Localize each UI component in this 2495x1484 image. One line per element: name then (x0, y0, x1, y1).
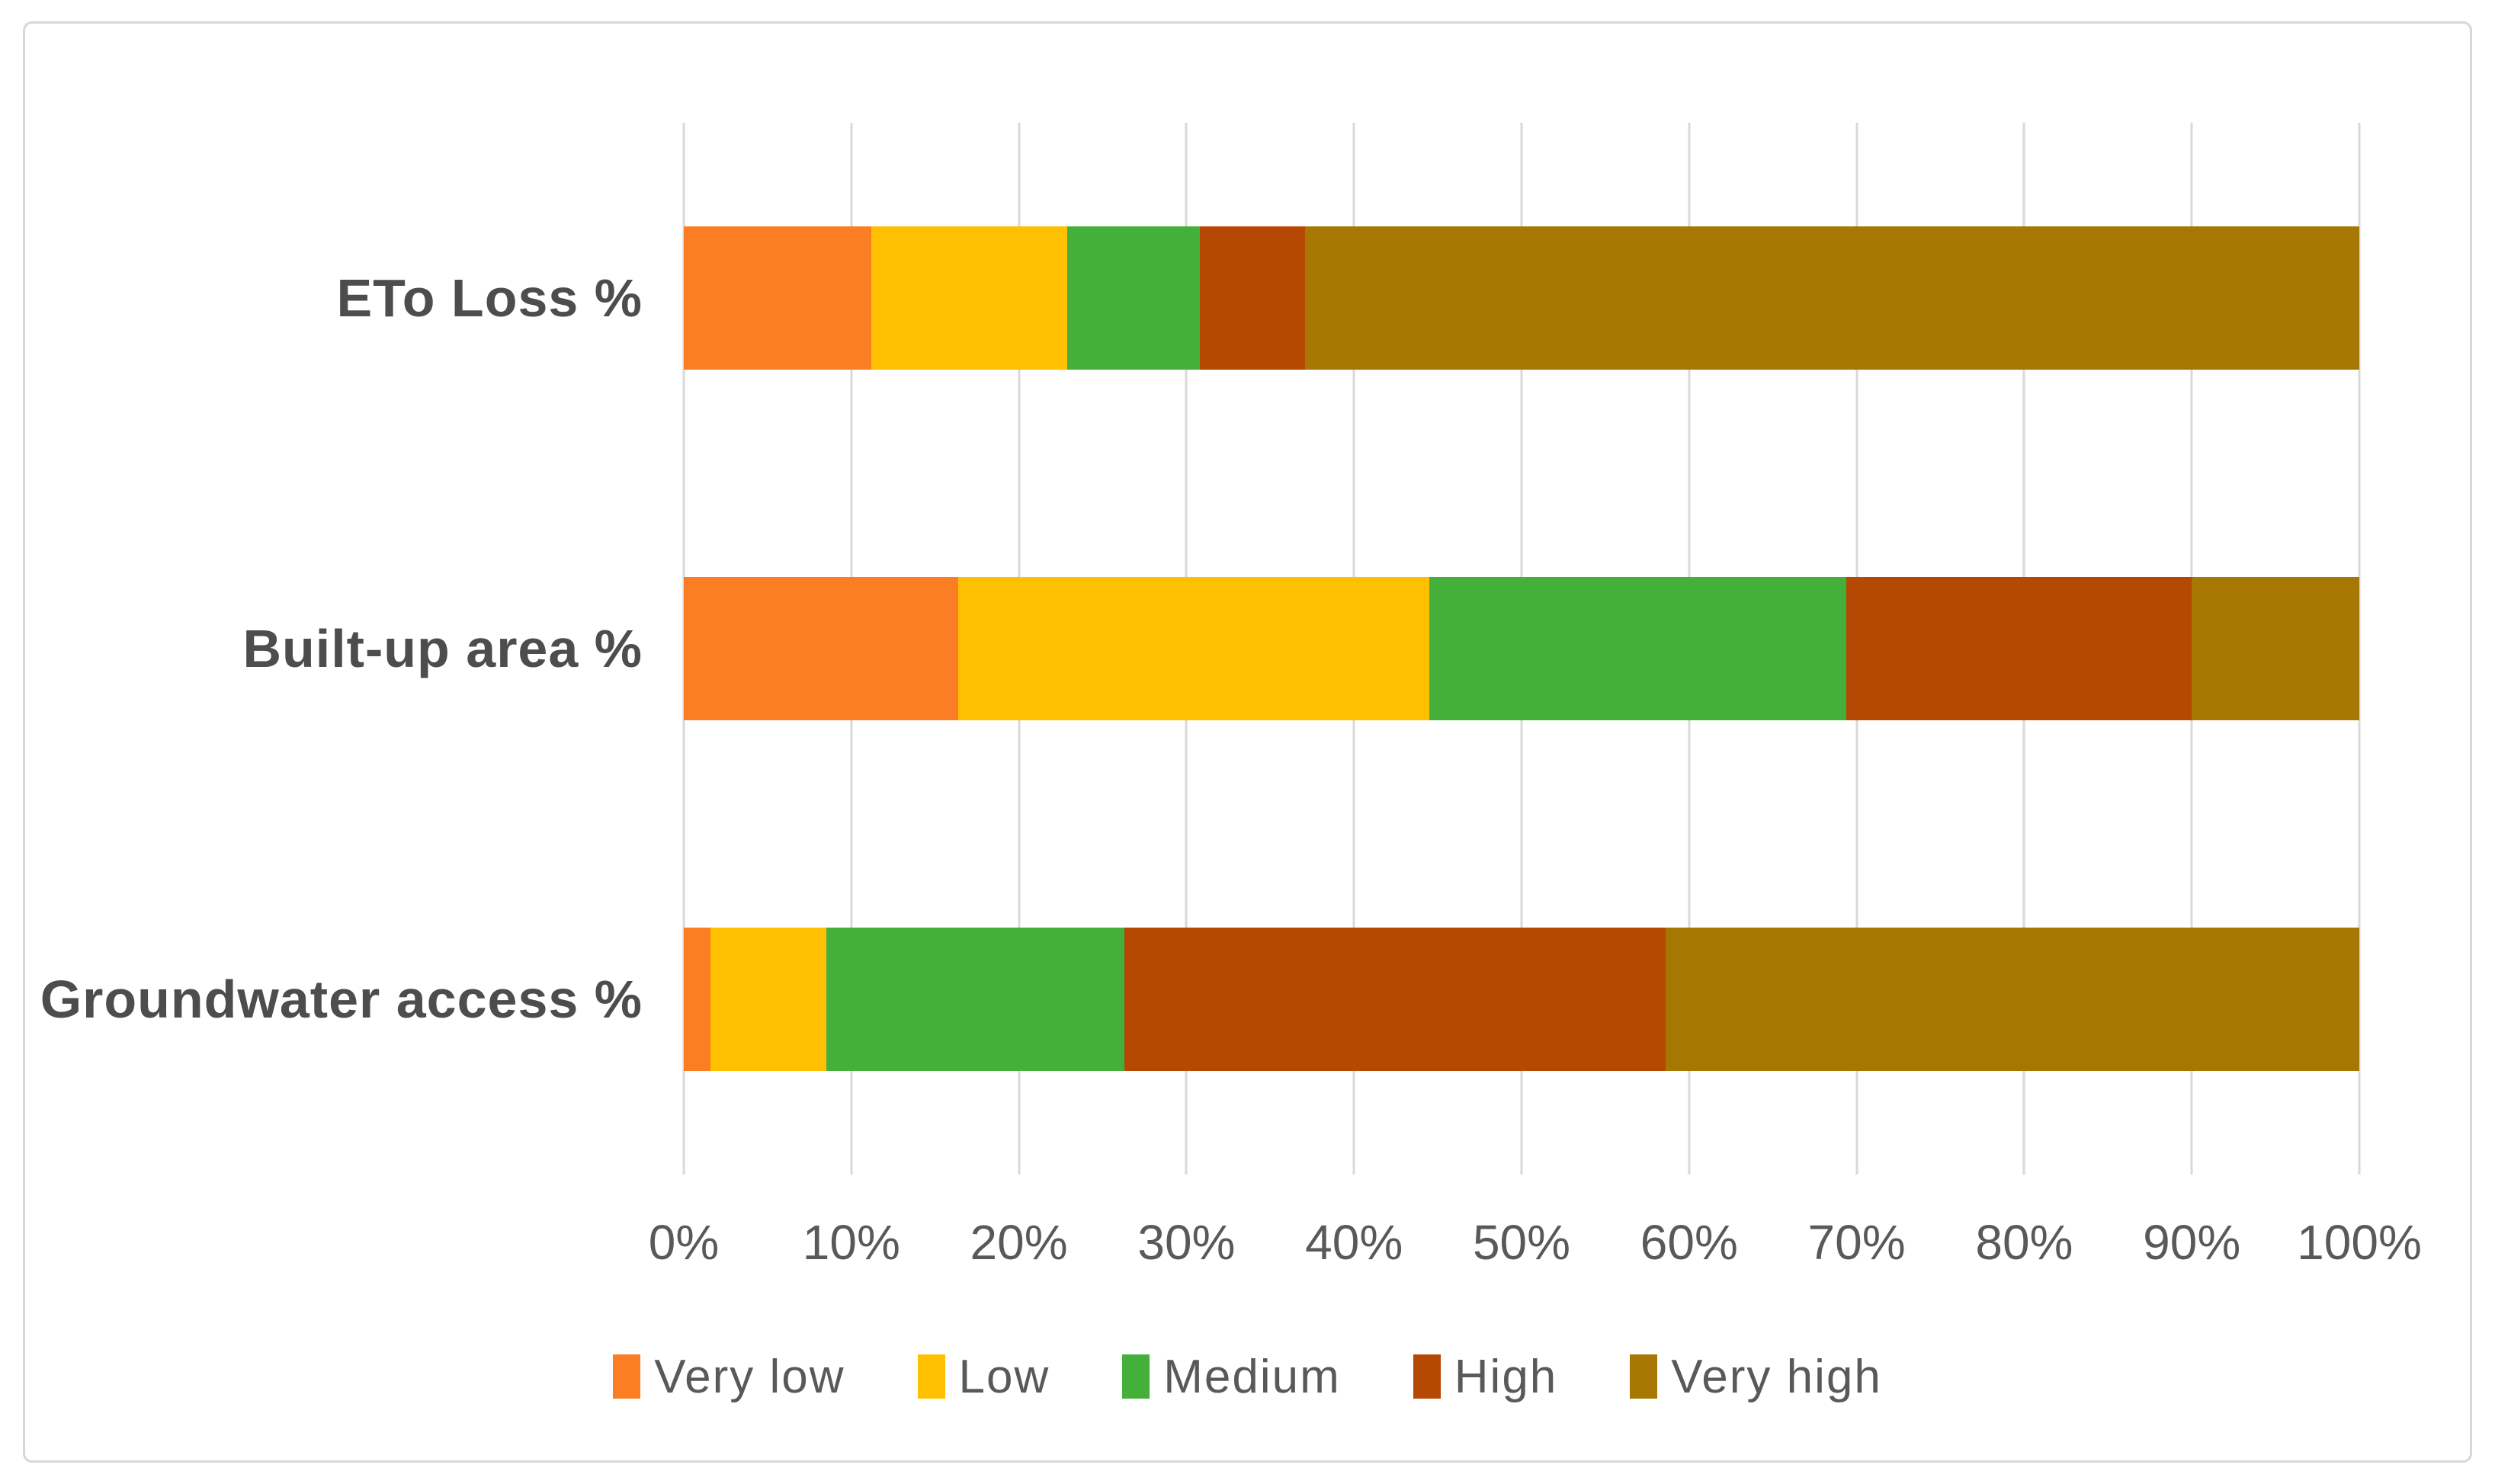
legend-label: Medium (1163, 1350, 1341, 1403)
bar-segment-high (1124, 928, 1666, 1071)
bar-segment-low (710, 928, 826, 1071)
legend-label: Very high (1671, 1350, 1882, 1403)
x-axis-tick-label: 60% (1640, 1215, 1738, 1270)
stacked-bar (684, 226, 2359, 370)
legend-swatch-icon (613, 1354, 641, 1399)
bar-row (684, 473, 2359, 824)
x-axis-tick-label: 90% (2143, 1215, 2241, 1270)
x-axis-tick-label: 30% (1137, 1215, 1236, 1270)
x-axis-tick-label: 100% (2297, 1215, 2422, 1270)
chart-frame: ETo Loss % Built-up area % Groundwater acc… (23, 21, 2472, 1463)
legend-item: Low (917, 1350, 1050, 1404)
legend-label: High (1454, 1350, 1558, 1403)
category-label: ETo Loss % (336, 268, 643, 328)
gridline (2358, 123, 2361, 1175)
legend: Very low Low Medium High Very high (25, 1346, 2470, 1407)
legend-item: Very low (613, 1350, 845, 1404)
legend-item: Medium (1122, 1350, 1341, 1404)
legend-label: Very low (654, 1350, 845, 1403)
bar-row (684, 123, 2359, 473)
legend-item: High (1413, 1350, 1558, 1404)
bar-rows (684, 123, 2359, 1175)
bar-segment-very-low (684, 577, 959, 720)
bar-segment-medium (826, 928, 1125, 1071)
legend-swatch-icon (1413, 1354, 1441, 1399)
x-axis-tick-label: 0% (648, 1215, 720, 1270)
x-axis-tick-label: 20% (970, 1215, 1068, 1270)
bar-segment-medium (1429, 577, 1847, 720)
legend-swatch-icon (917, 1354, 945, 1399)
bar-segment-very-high (1666, 928, 2359, 1071)
bar-segment-low (871, 226, 1068, 370)
legend-item: Very high (1630, 1350, 1882, 1404)
x-axis-tick-label: 10% (802, 1215, 900, 1270)
plot-area (682, 123, 2361, 1175)
x-axis-tick-label: 70% (1807, 1215, 1906, 1270)
bar-segment-very-low (684, 928, 711, 1071)
bar-segment-high (1846, 577, 2192, 720)
bar-row (684, 824, 2359, 1175)
legend-swatch-icon (1630, 1354, 1658, 1399)
bar-segment-very-high (2192, 577, 2359, 720)
bar-segment-very-low (684, 226, 872, 370)
stacked-bar (684, 577, 2359, 720)
x-axis-tick-label: 50% (1472, 1215, 1571, 1270)
bar-segment-very-high (1305, 226, 2359, 370)
bar-segment-low (958, 577, 1430, 720)
category-label: Groundwater access % (40, 970, 643, 1029)
bar-segment-medium (1067, 226, 1200, 370)
legend-label: Low (958, 1350, 1050, 1403)
stacked-bar (684, 928, 2359, 1071)
x-axis-tick-label: 80% (1975, 1215, 2073, 1270)
category-label: Built-up area % (242, 619, 643, 678)
x-axis-tick-label: 40% (1305, 1215, 1403, 1270)
legend-swatch-icon (1122, 1354, 1150, 1399)
bar-segment-high (1199, 226, 1306, 370)
